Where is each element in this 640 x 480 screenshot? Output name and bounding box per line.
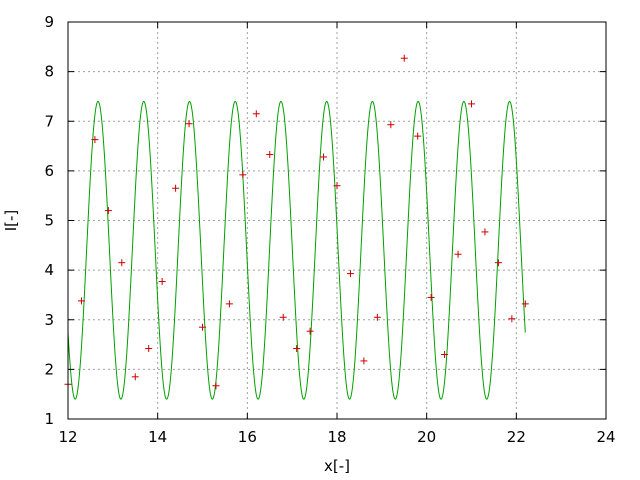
grid — [68, 22, 606, 419]
x-tick-labels: 12 14 16 18 20 22 24 — [58, 428, 615, 446]
data-point — [360, 357, 368, 365]
x-tick-label: 12 — [58, 428, 77, 446]
data-point — [131, 373, 139, 381]
data-point — [239, 171, 247, 179]
data-point — [494, 259, 502, 267]
data-point — [279, 313, 287, 321]
data-point — [320, 153, 328, 161]
data-point — [185, 120, 193, 128]
tick-marks — [67, 21, 607, 420]
fit-curve — [67, 100, 526, 400]
x-tick-label: 14 — [148, 428, 167, 446]
x-tick-label: 18 — [327, 428, 346, 446]
data-point — [91, 136, 99, 144]
y-tick-label: 9 — [44, 13, 54, 31]
data-point — [414, 132, 422, 140]
y-tick-label: 2 — [44, 360, 54, 378]
y-tick-label: 6 — [44, 162, 54, 180]
data-point — [306, 327, 314, 335]
data-point — [77, 297, 85, 305]
x-tick-label: 16 — [238, 428, 257, 446]
data-point — [427, 293, 435, 301]
data-point — [225, 300, 233, 308]
data-point — [333, 182, 341, 190]
data-point — [212, 382, 220, 390]
x-tick-label: 24 — [596, 428, 615, 446]
y-tick-label: 7 — [44, 112, 54, 130]
data-point — [199, 323, 206, 331]
data-point — [158, 278, 166, 286]
data-point — [104, 207, 112, 215]
data-point — [346, 270, 354, 278]
data-point — [252, 110, 260, 118]
data-point — [521, 300, 529, 308]
data-point — [118, 259, 126, 267]
data-point — [387, 121, 395, 129]
data-point — [508, 315, 516, 323]
data-point — [172, 184, 180, 192]
data-point — [400, 54, 408, 62]
y-tick-label: 4 — [44, 261, 54, 279]
data-point — [373, 313, 381, 321]
y-tick-label: 1 — [44, 410, 54, 428]
data-point — [481, 228, 489, 236]
data-point — [293, 345, 301, 353]
fit-curve-layer — [67, 100, 526, 400]
data-point — [441, 350, 449, 358]
data-point — [266, 150, 274, 158]
x-tick-label: 20 — [417, 428, 436, 446]
x-tick-label: 22 — [507, 428, 526, 446]
y-axis-label: I[-] — [2, 210, 20, 232]
data-point — [468, 100, 475, 108]
data-point — [145, 345, 153, 353]
y-tick-label: 5 — [44, 212, 54, 230]
y-tick-labels: 1 2 3 4 5 6 7 8 9 — [44, 13, 54, 428]
y-tick-label: 8 — [44, 63, 54, 81]
x-axis-label: x[-] — [324, 457, 350, 475]
y-tick-label: 3 — [44, 311, 54, 329]
data-point — [454, 250, 462, 258]
